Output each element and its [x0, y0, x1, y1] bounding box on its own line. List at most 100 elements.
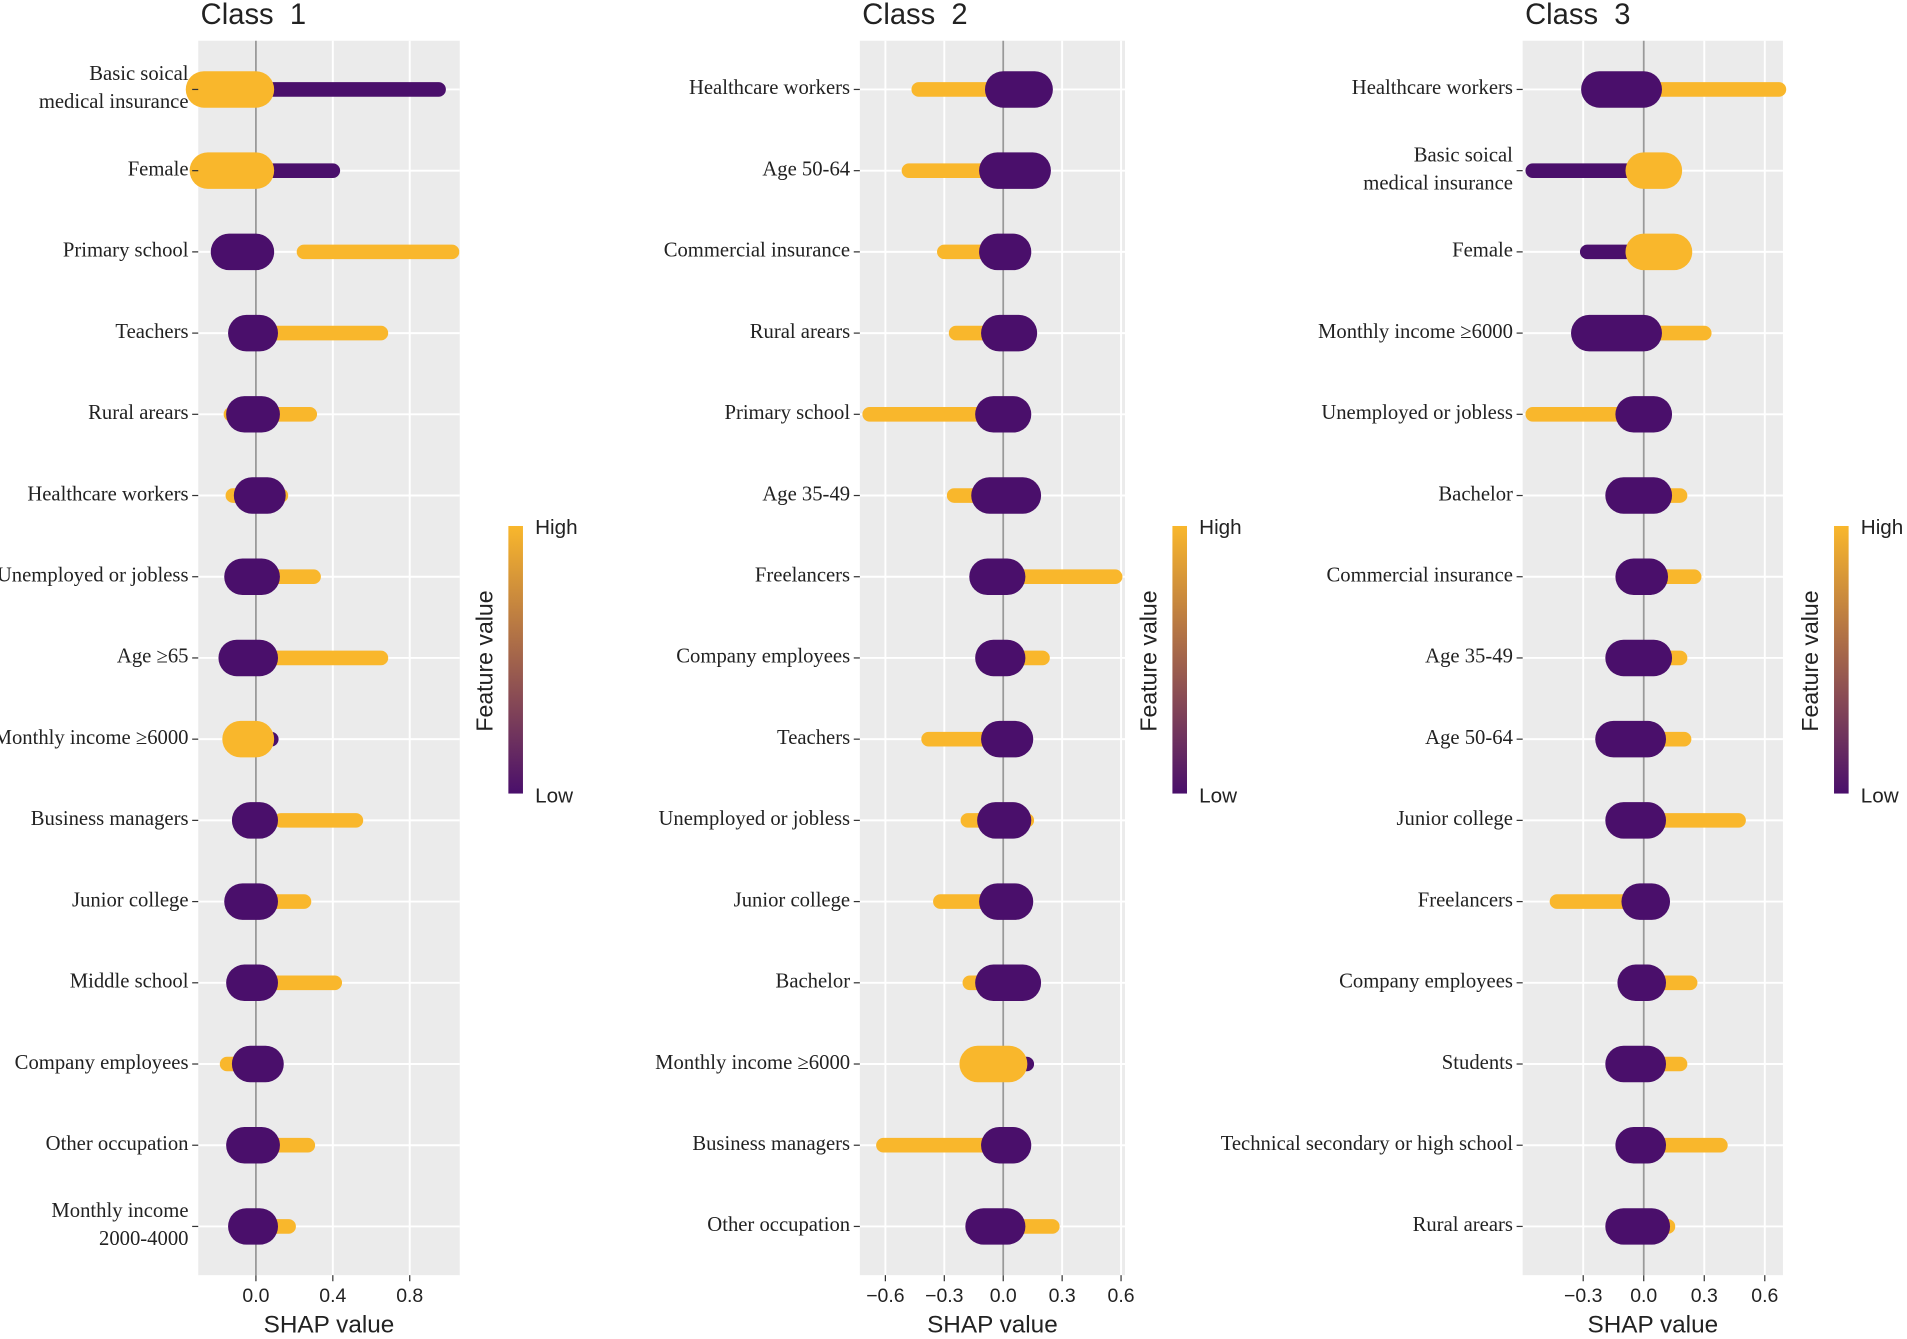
- legend-low: Low: [1861, 785, 1899, 808]
- x-tick-label: −0.6: [866, 1285, 904, 1307]
- y-tick-label: Company employees: [1339, 971, 1513, 993]
- y-tick-label: Monthly income ≥6000: [0, 727, 189, 749]
- low-value-range: [1605, 1208, 1671, 1245]
- low-value-range: [1617, 964, 1667, 1002]
- high-value-range: [959, 1045, 1028, 1083]
- low-value-range: [1621, 883, 1671, 920]
- low-value-range: [969, 558, 1026, 595]
- low-value-range: [1571, 314, 1662, 352]
- y-tick-label: Teachers: [777, 727, 850, 749]
- y-tick-label: Primary school: [724, 402, 850, 424]
- y-tick-label: Technical secondary or high school: [1221, 1133, 1513, 1155]
- y-tick-label: Freelancers: [1418, 889, 1513, 911]
- low-value-range: [981, 1126, 1032, 1164]
- y-tick-label: medical insurance: [39, 91, 189, 113]
- x-tick-label: −0.3: [925, 1285, 963, 1307]
- y-tick-label: Company employees: [15, 1052, 189, 1074]
- high-value-range: [264, 650, 389, 666]
- low-value-range: [1595, 720, 1667, 758]
- low-value-range: [1605, 639, 1673, 677]
- low-value-range: [231, 1045, 284, 1083]
- high-value-range: [1625, 152, 1683, 189]
- y-tick-label: Rural arears: [750, 321, 850, 343]
- y-tick-label: Age ≥65: [117, 646, 189, 668]
- y-tick-label: Bachelor: [1438, 483, 1513, 505]
- legend-low: Low: [535, 785, 573, 808]
- x-tick-label: 0.3: [1691, 1285, 1718, 1307]
- x-axis-title: SHAP value: [927, 1312, 1058, 1339]
- low-value-range: [979, 883, 1034, 920]
- y-tick-label: medical insurance: [1363, 172, 1513, 194]
- low-value-range: [226, 964, 279, 1002]
- x-axis-title: SHAP value: [264, 1312, 395, 1339]
- y-tick-label: Monthly income: [51, 1200, 188, 1222]
- low-value-range: [224, 558, 280, 595]
- high-value-range: [185, 71, 275, 108]
- high-value-range: [1636, 82, 1787, 97]
- low-value-range: [981, 720, 1034, 758]
- panel-title: Class 3: [1525, 0, 1630, 31]
- y-tick-label: Age 35-49: [762, 483, 850, 505]
- x-tick-label: 0.0: [990, 1285, 1017, 1307]
- colorbar: [1172, 525, 1188, 794]
- y-tick-label: 2000-4000: [99, 1228, 189, 1250]
- y-tick-label: Business managers: [31, 808, 189, 830]
- low-value-range: [218, 639, 279, 677]
- low-value-range: [984, 71, 1053, 108]
- y-tick-label: Students: [1442, 1052, 1513, 1074]
- y-tick-label: Commercial insurance: [1327, 564, 1513, 586]
- x-tick-label: 0.0: [242, 1285, 269, 1307]
- low-value-range: [228, 314, 279, 352]
- x-axis-title: SHAP value: [1587, 1312, 1718, 1339]
- y-tick-label: Basic soical: [89, 63, 188, 85]
- legend-high: High: [535, 516, 577, 539]
- high-value-range: [876, 1137, 1007, 1153]
- x-tick-label: 0.3: [1049, 1285, 1076, 1307]
- y-tick-label: Age 35-49: [1425, 646, 1513, 668]
- y-tick-label: Middle school: [70, 971, 189, 993]
- high-value-range: [995, 569, 1123, 585]
- low-value-range: [210, 233, 275, 271]
- high-value-range: [189, 152, 275, 189]
- x-tick-label: −0.3: [1564, 1285, 1602, 1307]
- y-tick-label: Healthcare workers: [27, 483, 188, 505]
- y-tick-label: Female: [128, 158, 189, 180]
- high-value-range: [296, 244, 460, 260]
- y-tick-label: Healthcare workers: [689, 77, 850, 99]
- low-value-range: [233, 477, 286, 514]
- high-value-range: [222, 720, 275, 758]
- x-tick-label: 0.4: [319, 1285, 346, 1307]
- y-tick-label: Business managers: [692, 1133, 850, 1155]
- legend-low: Low: [1199, 785, 1237, 808]
- low-value-range: [1581, 71, 1662, 108]
- low-value-range: [1615, 558, 1669, 595]
- y-tick-label: Other occupation: [46, 1133, 189, 1155]
- y-tick-label: Monthly income ≥6000: [655, 1052, 850, 1074]
- y-tick-label: Junior college: [734, 889, 850, 911]
- low-value-range: [979, 152, 1051, 189]
- low-value-range: [1605, 477, 1673, 514]
- y-tick-label: Healthcare workers: [1352, 77, 1513, 99]
- y-tick-label: Rural arears: [1413, 1214, 1513, 1236]
- low-value-range: [1615, 396, 1673, 433]
- colorbar: [508, 525, 523, 794]
- high-value-range: [273, 813, 364, 828]
- y-tick-label: Freelancers: [755, 564, 850, 586]
- low-value-range: [977, 802, 1032, 839]
- low-value-range: [975, 396, 1032, 433]
- low-value-range: [224, 883, 279, 920]
- y-tick-label: Unemployed or jobless: [658, 808, 850, 830]
- high-value-range: [1625, 233, 1693, 271]
- low-value-range: [1615, 1126, 1667, 1164]
- low-value-range: [965, 1208, 1026, 1245]
- x-tick-label: 0.6: [1751, 1285, 1778, 1307]
- y-tick-label: Unemployed or jobless: [1321, 402, 1513, 424]
- legend-title: Feature value: [1136, 590, 1162, 731]
- panel-title: Class 2: [862, 0, 967, 31]
- y-tick-label: Unemployed or jobless: [0, 564, 189, 586]
- low-value-range: [1525, 163, 1652, 178]
- low-value-range: [1605, 802, 1667, 839]
- y-tick-label: Age 50-64: [1425, 727, 1513, 749]
- high-value-range: [911, 82, 1001, 97]
